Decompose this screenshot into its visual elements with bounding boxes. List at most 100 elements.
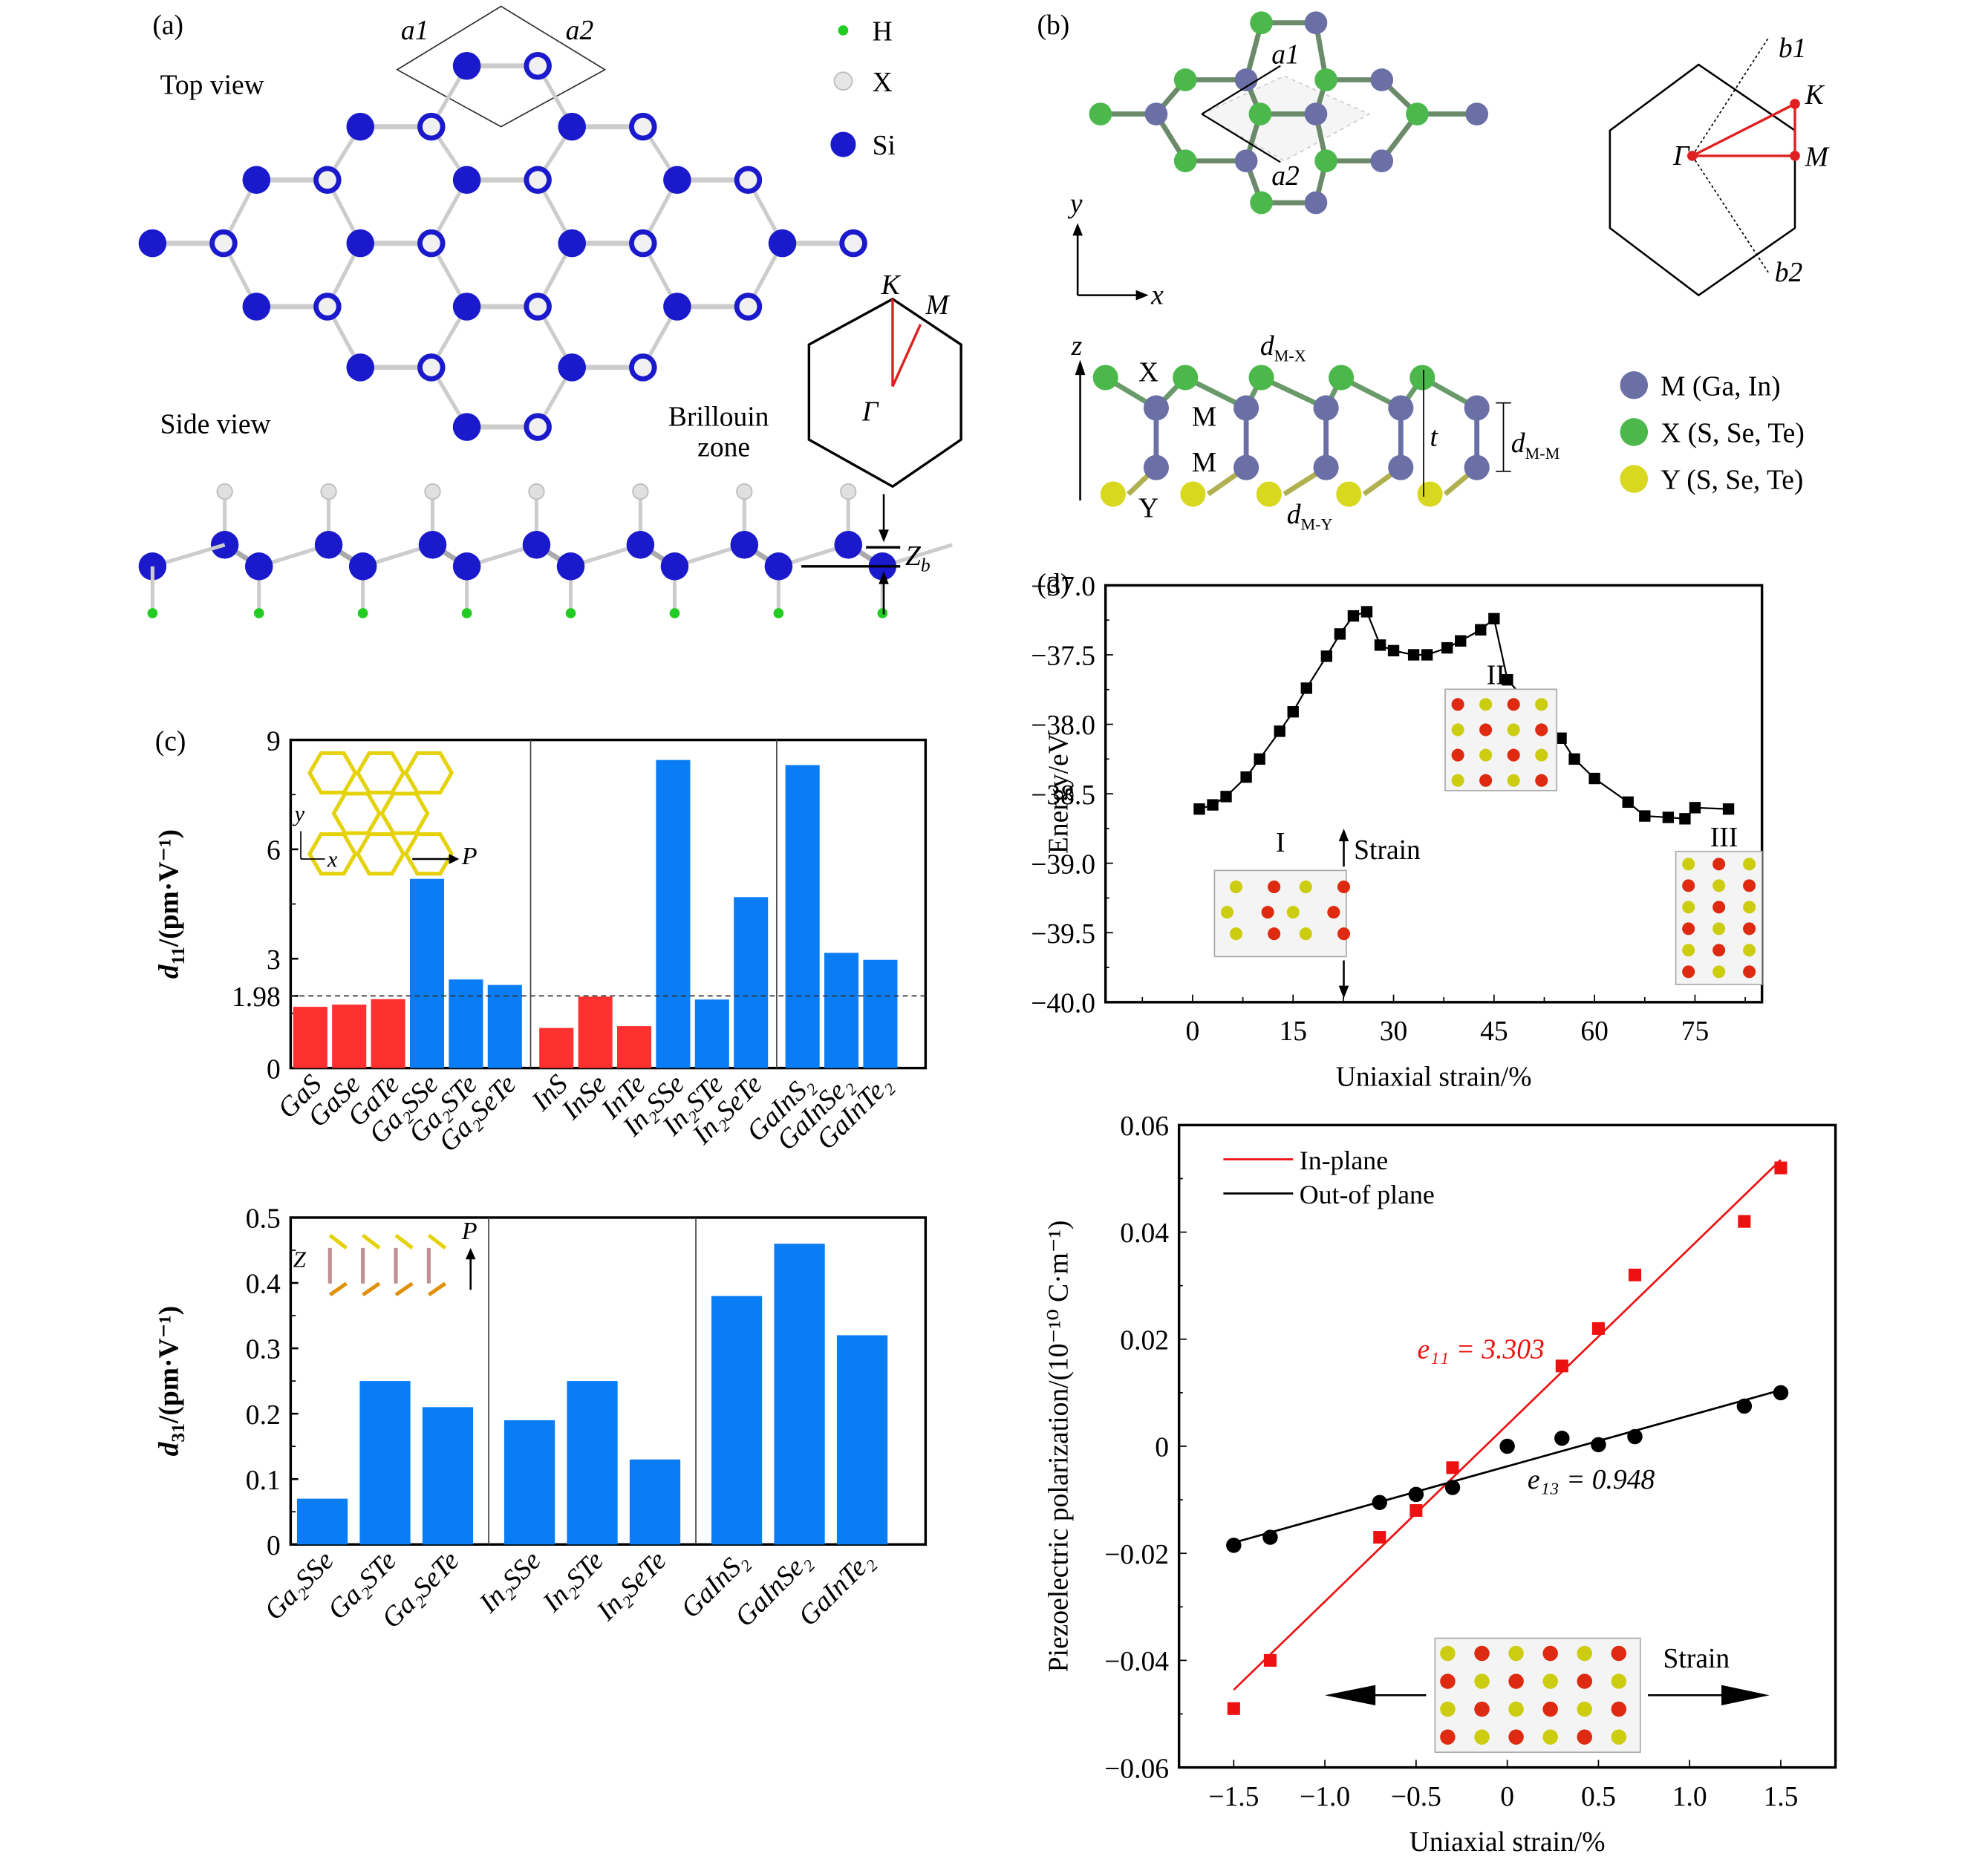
atom [1451,723,1464,736]
atom [1327,906,1340,919]
atom [1542,1729,1558,1745]
y-tick-label: 0 [1155,1433,1169,1463]
x-atom [739,171,757,189]
x-atom [1173,365,1199,391]
y-tick-label: 0.5 [246,1204,281,1235]
y-tick-label: 1.98 [232,982,281,1013]
m-atom [1370,149,1394,173]
xy-axes: y x [1067,189,1164,311]
bz-b-m-label: M [1805,143,1830,173]
m-atom [1313,454,1339,480]
y-tick-label: 0 [267,1531,281,1561]
arrowhead [1338,985,1349,999]
energy-point [1588,772,1600,785]
x-axis-label: x [1150,281,1164,311]
bar [836,1335,888,1545]
b1-label: b1 [1779,33,1807,64]
atom [1535,698,1548,711]
atom [1743,965,1756,979]
si-atom [556,552,585,581]
atom [1507,774,1520,787]
bond [362,1281,381,1297]
x-atom [1248,365,1274,391]
x-tick-label: −0.5 [1391,1782,1441,1812]
d31-inset-structure [327,1233,447,1297]
atom [1268,927,1281,941]
atom [1682,965,1695,979]
atom [1474,1729,1490,1745]
x-atom-icon [833,71,853,91]
si-atom [626,531,655,559]
si-atom [558,353,586,382]
atom [1577,1701,1592,1717]
brillouin-zone-a: K M Γ Brillouin zone [668,270,962,489]
si-atom-icon [830,131,856,157]
energy-point [1207,799,1219,811]
atom [1479,723,1493,736]
m-atom [1304,102,1328,125]
atom [1337,927,1351,941]
x-atom [1173,68,1197,91]
si-atom [346,112,375,141]
atom [1508,1729,1524,1745]
atom [1712,858,1726,871]
atom [1440,1645,1456,1662]
m-atom [1370,68,1394,91]
atom [1299,881,1312,894]
x-atom [1092,365,1118,391]
y-axis-label: Energy/eV [1043,734,1074,854]
x-atom [422,358,440,376]
si-atom [452,293,481,321]
data-point [1408,1486,1424,1503]
legend-label: In-plane [1300,1146,1388,1175]
energy-point [1568,753,1580,765]
si-atom [768,229,797,258]
data-point [1263,1653,1277,1667]
inset-structure [1434,1637,1641,1753]
x-atom [529,56,547,75]
p-arrowhead [465,1247,476,1260]
atom [1299,927,1312,941]
bz-k-label: K [881,270,902,301]
arrowhead [1338,829,1349,842]
si-atom [452,166,481,195]
bar [296,1498,348,1545]
x-atom [1250,11,1273,35]
energy-point [1421,649,1433,661]
m-atom [1388,395,1414,421]
inset-p-label: P [461,843,478,870]
panel-a: (a) Top view Side view a1 a2 H X Si K M … [138,5,962,618]
bar [332,1005,367,1068]
atom [1286,906,1300,919]
unit-cell [396,5,607,128]
energy-point [1555,732,1567,744]
bar [578,996,613,1068]
category-label: In₂SeTe [590,1546,672,1627]
site-m-label-1: M [1192,402,1216,432]
panel-c-label: (c) [155,726,186,757]
y-tick-label: 3 [267,945,281,976]
y-tick-label: −37.0 [1031,572,1095,602]
x-atom [1089,102,1112,125]
atom [1261,906,1274,919]
legend-si: Si [873,131,896,161]
bz-m-label: M [925,290,950,321]
y-tick-label: −0.06 [1104,1754,1169,1784]
mx-side-view [1092,365,1490,507]
hexagon [331,791,382,835]
energy-point [1502,673,1513,686]
atom [1474,1701,1490,1717]
energy-point [1722,803,1735,815]
atom [1440,1729,1456,1745]
data-point [1591,1437,1606,1453]
atom [1451,748,1464,762]
m-atom [1304,191,1328,215]
x-atom [422,117,440,136]
atom [1535,774,1548,787]
data-point [1774,1161,1787,1175]
atom [1542,1645,1558,1662]
e11-annotation: e₁₁ = 3.303 [1417,1334,1544,1365]
data-point [1372,1495,1387,1510]
bond [328,1233,348,1250]
x-atom [633,234,652,252]
